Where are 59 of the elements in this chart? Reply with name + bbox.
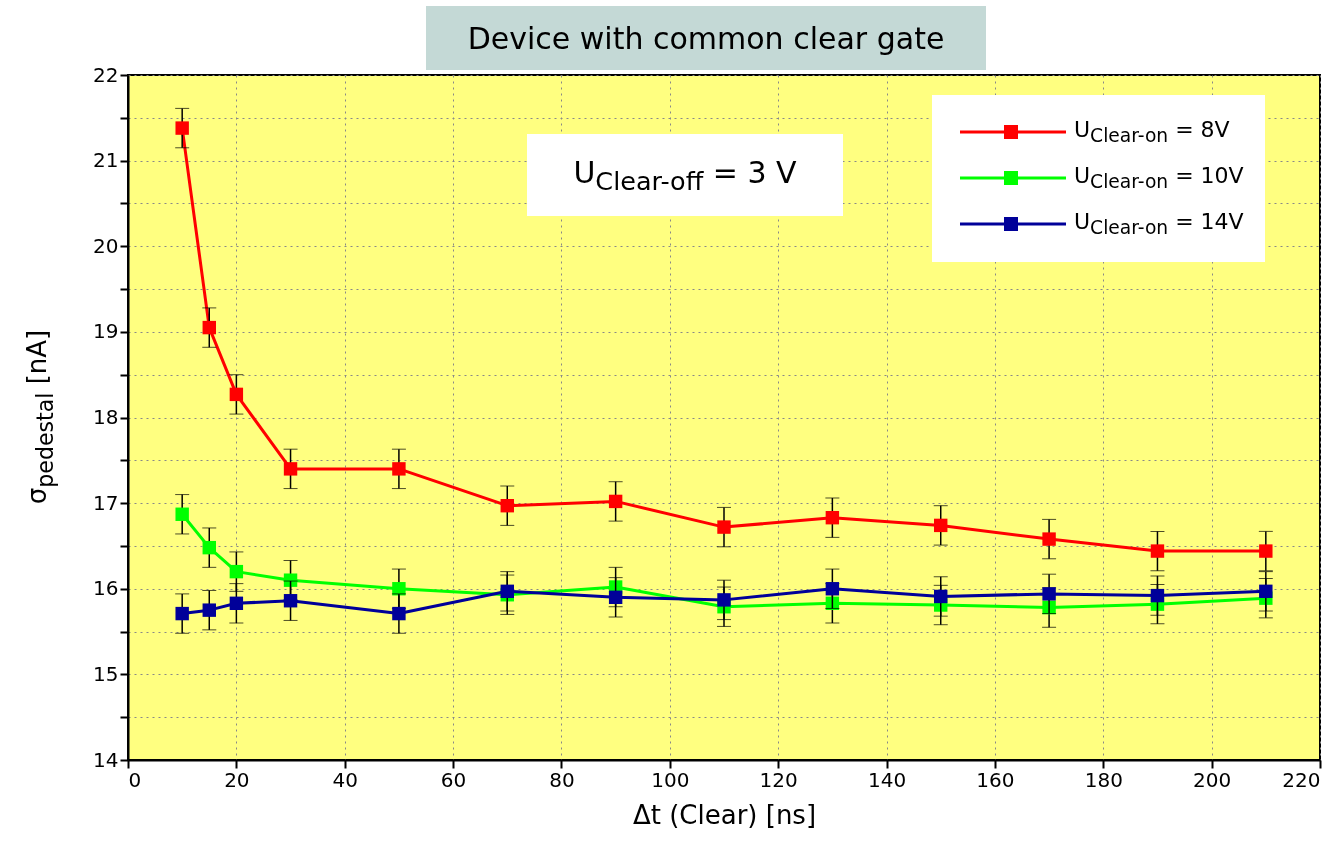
point <box>229 387 244 402</box>
point <box>1150 544 1165 558</box>
y-tick-label: 21 <box>93 148 119 173</box>
point <box>1259 584 1273 599</box>
point <box>1259 544 1273 558</box>
x-tick-label: 200 <box>1193 767 1232 792</box>
x-tick-label: 40 <box>332 767 358 792</box>
point <box>608 494 623 509</box>
point <box>1150 588 1165 603</box>
point <box>1042 587 1056 601</box>
point <box>175 606 189 621</box>
legend-label: U$_{Clear-on}$ = 10V <box>1074 163 1244 193</box>
point <box>717 520 731 534</box>
point <box>825 582 840 596</box>
x-tick-label: 160 <box>976 767 1015 792</box>
point <box>229 596 244 611</box>
annotation: U$_{Clear-off}$ = 3 V <box>573 154 797 196</box>
legend-label: U$_{Clear-on}$ = 8V <box>1074 117 1230 147</box>
point <box>175 121 189 135</box>
point <box>175 507 189 521</box>
y-tick-label: 20 <box>93 233 119 258</box>
x-tick-label: 220 <box>1282 767 1321 792</box>
x-axis-title: Δt (Clear) [ns] <box>632 799 817 830</box>
point <box>717 593 731 607</box>
point <box>825 510 840 525</box>
point <box>229 564 244 579</box>
x-tick-label: 0 <box>128 767 142 792</box>
x-tick-label: 80 <box>549 767 575 792</box>
point <box>392 462 406 476</box>
point <box>934 589 948 604</box>
point <box>283 462 298 476</box>
point <box>283 594 298 608</box>
point <box>1042 532 1056 546</box>
point <box>202 540 216 555</box>
y-tick-label: 22 <box>93 62 119 87</box>
y-tick-label: 14 <box>93 747 119 772</box>
y-tick-label: 16 <box>93 576 119 601</box>
x-tick-label: 100 <box>651 767 690 792</box>
x-tick-label: 20 <box>224 767 250 792</box>
point <box>608 590 623 605</box>
chart-title: Device with common clear gate <box>426 6 986 70</box>
legend-label: U$_{Clear-on}$ = 14V <box>1074 209 1244 239</box>
point <box>392 582 406 596</box>
x-tick-label: 120 <box>759 767 798 792</box>
x-tick-label: 60 <box>440 767 467 792</box>
x-tick-label: 180 <box>1084 767 1123 792</box>
point <box>500 584 514 599</box>
y-tick-label: 15 <box>93 661 119 686</box>
point <box>500 498 514 513</box>
point <box>202 320 216 335</box>
y-tick-label: 19 <box>93 319 119 344</box>
y-tick-label: 18 <box>93 405 119 429</box>
text-box: U$_{Clear-off}$ = 3 V <box>527 134 843 216</box>
point <box>392 606 406 621</box>
point <box>283 573 298 587</box>
y-tick-label: 17 <box>93 490 119 515</box>
point <box>934 518 948 533</box>
x-tick-label: 140 <box>867 767 907 792</box>
point <box>202 603 216 617</box>
